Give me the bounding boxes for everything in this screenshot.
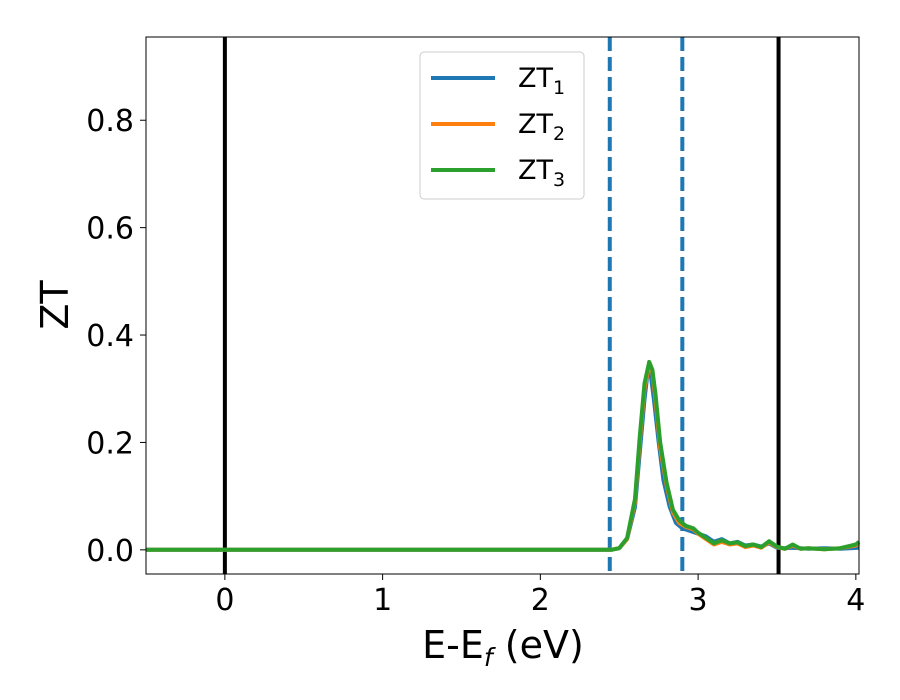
- x-axis-label-unit: (eV): [493, 623, 584, 667]
- x-tick-label: 3: [689, 583, 708, 618]
- x-axis: 0 1 2 3 4: [215, 574, 865, 618]
- x-tick-label: 0: [215, 583, 234, 618]
- series-line-zt2: [146, 362, 861, 552]
- series-lines: [146, 359, 861, 552]
- legend-label-zt1: ZT1: [518, 63, 565, 99]
- x-tick-label: 4: [846, 583, 865, 618]
- legend: ZT1 ZT2 ZT3: [419, 51, 585, 200]
- y-axis-label: ZT: [33, 280, 77, 330]
- y-tick-label: 0.6: [86, 212, 134, 247]
- plot-frame: [145, 36, 860, 575]
- y-axis: 0.0 0.2 0.4 0.6 0.8: [86, 104, 146, 569]
- y-tick-label: 0.4: [86, 319, 134, 354]
- x-axis-label-base: E-E: [422, 623, 484, 667]
- legend-label-zt3: ZT3: [518, 155, 565, 191]
- x-tick-label: 2: [531, 583, 550, 618]
- series-line-zt1: [146, 370, 860, 552]
- y-tick-label: 0.2: [86, 426, 134, 461]
- x-tick-label: 1: [373, 583, 392, 618]
- legend-label-zt2: ZT2: [518, 109, 565, 145]
- legend-box: [419, 51, 585, 200]
- y-tick-label: 0.0: [86, 534, 134, 569]
- x-axis-label: E-Ef (eV): [422, 623, 584, 672]
- reference-lines: [222, 37, 781, 574]
- series-line-zt3: [146, 359, 861, 552]
- y-tick-label: 0.8: [86, 104, 134, 139]
